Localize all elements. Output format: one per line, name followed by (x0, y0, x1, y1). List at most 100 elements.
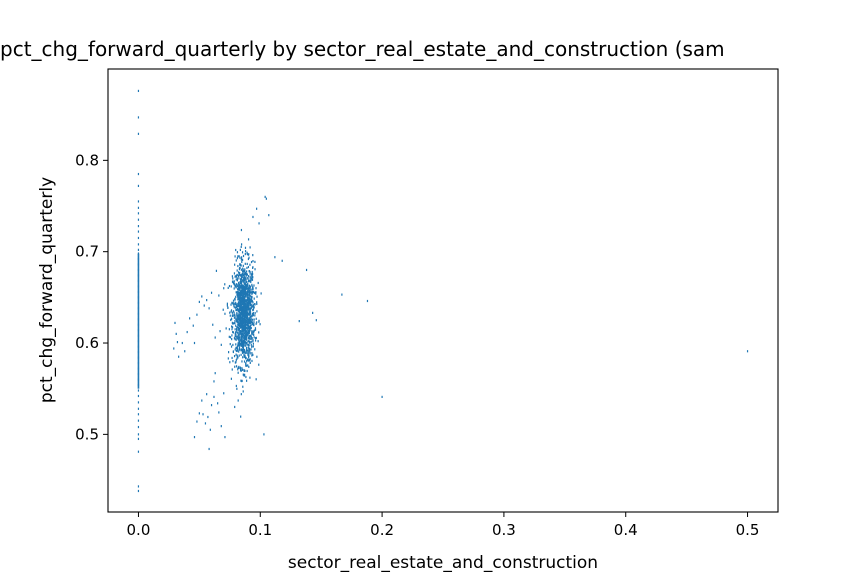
data-point (137, 450, 140, 453)
data-point (243, 291, 245, 294)
data-point (210, 404, 213, 407)
data-point (196, 313, 198, 316)
data-point (247, 353, 249, 357)
data-point (249, 287, 251, 290)
data-point (238, 314, 240, 317)
data-point (246, 348, 248, 352)
data-point (235, 346, 237, 349)
data-point (247, 364, 249, 367)
data-point (234, 322, 236, 325)
data-point (223, 287, 225, 290)
data-point (247, 290, 249, 294)
data-point (235, 343, 237, 346)
x-tick-label: 0.5 (736, 521, 760, 539)
data-point (238, 268, 240, 271)
data-point (240, 342, 242, 345)
data-point (240, 379, 242, 382)
data-point (260, 292, 262, 295)
data-point (235, 259, 237, 262)
data-point (246, 270, 248, 273)
data-point-band (137, 253, 140, 389)
data-point (231, 328, 233, 331)
data-point (234, 263, 236, 266)
data-point (244, 310, 246, 313)
data-point (242, 313, 245, 316)
data-point (242, 254, 245, 258)
data-point (254, 327, 257, 330)
data-point (245, 272, 248, 276)
data-point (240, 243, 243, 246)
data-point (239, 295, 241, 298)
data-point (228, 335, 230, 338)
data-point (253, 284, 255, 287)
data-point (254, 314, 256, 317)
data-point (247, 305, 249, 308)
data-point (137, 184, 140, 188)
points-layer (137, 89, 749, 493)
data-point (249, 328, 251, 332)
data-point (264, 195, 266, 198)
data-point (245, 303, 247, 306)
data-point (248, 331, 250, 335)
data-point (137, 248, 140, 251)
data-point (219, 330, 221, 333)
data-point (243, 287, 245, 291)
data-point (252, 266, 254, 269)
data-point (252, 342, 254, 345)
data-point (137, 243, 140, 246)
data-point (137, 425, 140, 429)
data-point (236, 327, 238, 331)
data-point (238, 354, 240, 357)
data-point (239, 248, 241, 251)
data-point (243, 298, 246, 301)
data-point (245, 333, 247, 336)
x-tick-label: 0.0 (127, 521, 151, 539)
data-point (237, 255, 239, 258)
data-point (236, 257, 238, 260)
data-point (234, 297, 236, 300)
data-point (231, 314, 233, 317)
data-point (232, 350, 234, 353)
data-point (251, 345, 253, 348)
data-point (247, 329, 249, 332)
data-point (239, 321, 241, 324)
data-point (249, 272, 251, 275)
data-point (137, 225, 140, 228)
data-point (235, 283, 237, 286)
data-point (259, 323, 261, 326)
data-point (241, 279, 243, 282)
data-point (240, 228, 243, 232)
data-point (214, 336, 216, 339)
data-point (241, 290, 244, 293)
data-point (248, 299, 250, 302)
data-point (249, 359, 251, 362)
data-point (239, 285, 242, 288)
data-point (245, 305, 247, 308)
data-point (242, 280, 244, 283)
data-point (251, 283, 253, 286)
data-point (250, 298, 252, 301)
data-point (244, 288, 246, 291)
data-point (193, 341, 196, 345)
data-point (233, 355, 236, 358)
data-point (246, 312, 248, 315)
data-point (236, 291, 238, 294)
chart-title: pct_chg_forward_quarterly by sector_real… (0, 37, 725, 61)
data-point (239, 331, 242, 334)
data-point (236, 315, 239, 318)
data-point (253, 323, 255, 326)
data-point (241, 256, 243, 259)
data-point (241, 335, 243, 338)
data-point (236, 308, 239, 311)
data-point (240, 316, 242, 319)
data-point (236, 347, 238, 350)
data-point (237, 264, 239, 268)
data-point (214, 372, 216, 375)
data-point (252, 290, 255, 294)
data-point (246, 306, 248, 309)
data-point (241, 332, 244, 336)
data-point (235, 333, 237, 337)
data-point (244, 312, 246, 315)
data-point (243, 273, 245, 276)
data-point (239, 336, 241, 339)
